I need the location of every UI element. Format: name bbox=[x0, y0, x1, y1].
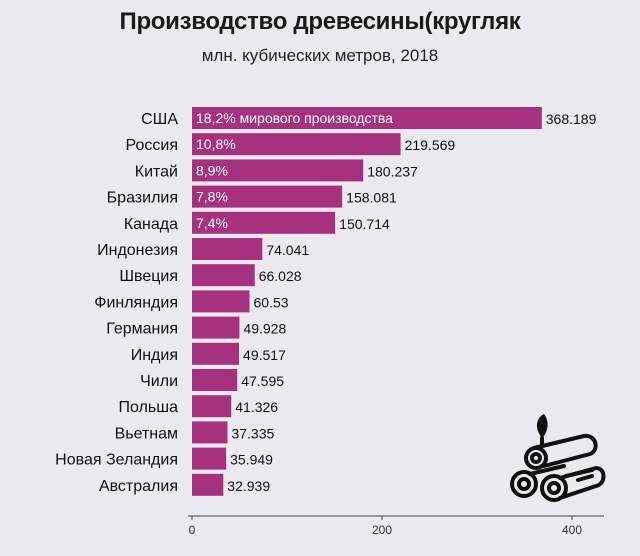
category-label: Индия bbox=[131, 347, 178, 364]
category-label: Новая Зеландия bbox=[55, 452, 178, 469]
x-tick-label: 400 bbox=[562, 523, 582, 537]
category-label: Индонезия bbox=[97, 242, 178, 259]
category-label: Чили bbox=[140, 373, 178, 390]
category-label: Китай bbox=[135, 163, 178, 180]
category-label: США bbox=[141, 111, 178, 128]
bar bbox=[192, 369, 238, 391]
x-tick-label: 200 bbox=[372, 523, 392, 537]
category-label: Бразилия bbox=[107, 190, 178, 207]
value-label: 41.326 bbox=[235, 399, 278, 415]
bar bbox=[192, 290, 250, 313]
category-label: Россия bbox=[126, 137, 178, 154]
bar bbox=[192, 107, 542, 129]
value-label: 49.517 bbox=[243, 347, 286, 363]
category-label: Финляндия bbox=[94, 294, 178, 311]
category-label: Канада bbox=[124, 216, 178, 233]
category-label: Австралия bbox=[99, 478, 178, 495]
value-label: 158.081 bbox=[346, 190, 397, 206]
bar bbox=[192, 473, 224, 496]
value-label: 47.595 bbox=[241, 373, 284, 389]
category-label: Швеция bbox=[119, 268, 178, 285]
bar bbox=[192, 211, 336, 234]
bar bbox=[192, 264, 255, 287]
value-label: 32.939 bbox=[227, 478, 270, 494]
value-label: 74.041 bbox=[266, 242, 309, 258]
bar bbox=[192, 185, 343, 208]
bar-annotation: 10,8% bbox=[196, 136, 236, 152]
bar-annotation: 18,2% мирового производства bbox=[196, 110, 393, 126]
value-label: 37.335 bbox=[231, 425, 274, 441]
bar bbox=[192, 316, 240, 339]
bar bbox=[192, 421, 228, 444]
bar bbox=[192, 342, 240, 365]
category-label: Польша bbox=[119, 399, 179, 416]
bar-annotation: 8,9% bbox=[196, 162, 228, 178]
chart-subtitle: млн. кубических метров, 2018 bbox=[201, 46, 439, 65]
bar bbox=[192, 133, 401, 156]
value-label: 219.569 bbox=[405, 137, 456, 153]
category-label: Германия bbox=[106, 321, 178, 338]
x-tick-label: 0 bbox=[189, 523, 196, 537]
bar bbox=[192, 447, 227, 470]
logs-icon bbox=[510, 414, 606, 502]
value-label: 66.028 bbox=[259, 268, 302, 284]
bar bbox=[192, 159, 364, 182]
value-label: 368.189 bbox=[546, 111, 597, 127]
chart-title: Производство древесины(кругляк bbox=[119, 8, 521, 35]
value-label: 60.53 bbox=[254, 294, 289, 310]
bar bbox=[192, 238, 263, 260]
value-label: 35.949 bbox=[230, 452, 273, 468]
bar bbox=[192, 395, 232, 418]
bar-annotation: 7,4% bbox=[196, 215, 228, 231]
value-label: 49.928 bbox=[243, 321, 286, 337]
value-label: 150.714 bbox=[339, 216, 390, 232]
bar-annotation: 7,8% bbox=[196, 189, 228, 205]
category-label: Вьетнам bbox=[115, 425, 178, 442]
value-label: 180.237 bbox=[367, 163, 418, 179]
